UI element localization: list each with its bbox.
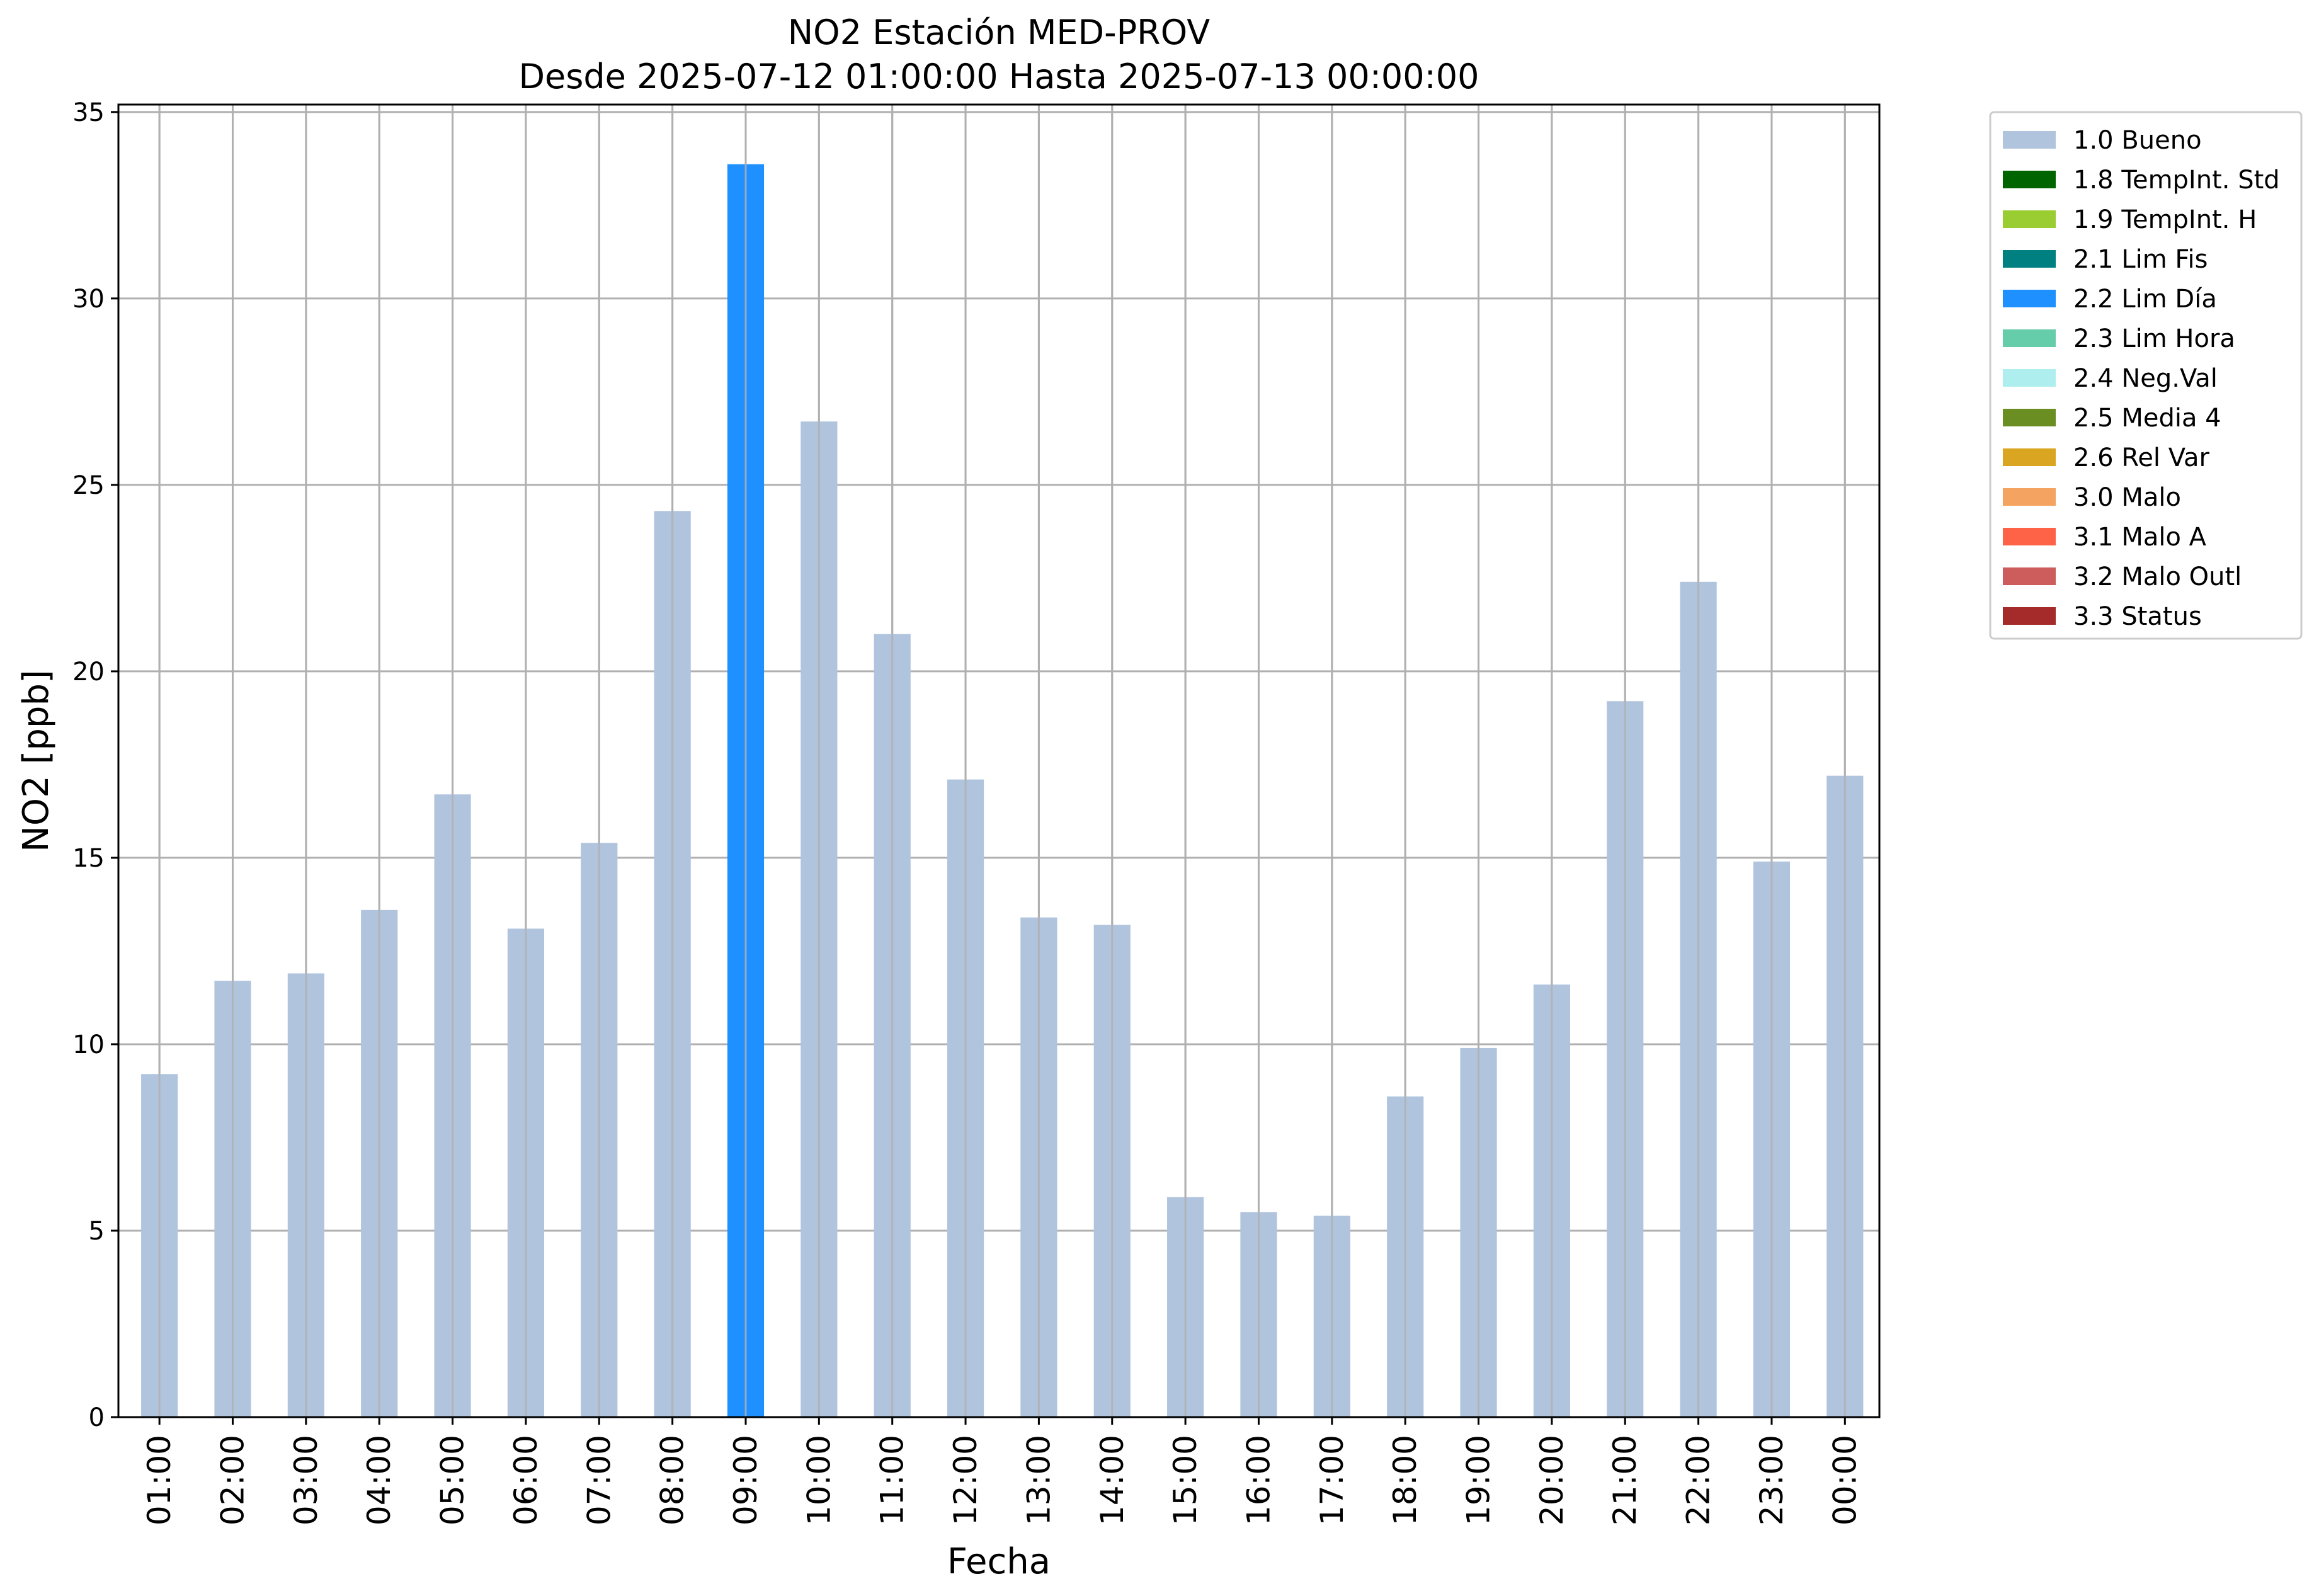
legend-label: 2.1 Lim Fis: [2073, 245, 2208, 274]
legend-swatch: [2003, 409, 2056, 426]
y-tick-label: 0: [89, 1403, 105, 1432]
legend-label: 1.9 TempInt. H: [2073, 205, 2257, 234]
legend-label: 3.2 Malo Outl: [2073, 562, 2242, 591]
legend-swatch: [2003, 250, 2056, 268]
x-tick-label: 02:00: [215, 1435, 251, 1525]
legend-label: 2.2 Lim Día: [2073, 285, 2217, 314]
plot-frame: [117, 103, 1881, 1418]
legend-swatch: [2003, 528, 2056, 545]
x-tick-label: 21:00: [1607, 1435, 1643, 1525]
x-tick-label: 20:00: [1534, 1435, 1570, 1525]
y-tick-label: 10: [72, 1030, 105, 1059]
chart-title: NO2 Estación MED-PROV: [788, 13, 1210, 52]
x-tick-label: 07:00: [581, 1435, 617, 1525]
x-tick-label: 23:00: [1753, 1435, 1790, 1525]
legend-swatch: [2003, 210, 2056, 228]
legend-swatch: [2003, 448, 2056, 466]
x-tick-label: 00:00: [1826, 1435, 1863, 1525]
legend-frame: [1989, 111, 2303, 640]
legend-label: 2.5 Media 4: [2073, 404, 2221, 433]
x-axis-ticks: 01:00 02:00 03:00 04:00 05:00 06:00 07:00 08:00…: [141, 1417, 1863, 1525]
y-tick-label: 5: [89, 1217, 105, 1246]
legend-label: 2.4 Neg.Val: [2073, 364, 2218, 393]
x-tick-label: 17:00: [1314, 1435, 1350, 1525]
legend-swatch: [2003, 329, 2056, 347]
x-tick-label: 14:00: [1094, 1435, 1131, 1525]
x-tick-label: 10:00: [801, 1435, 837, 1525]
legend-swatch: [2003, 607, 2056, 625]
legend-swatch: [2003, 488, 2056, 506]
y-tick-label: 35: [72, 98, 105, 127]
legend-label: 3.0 Malo: [2073, 483, 2181, 512]
legend-label: 1.8 TempInt. Std: [2073, 166, 2280, 195]
legend-label: 3.3 Status: [2073, 602, 2202, 631]
legend-swatch: [2003, 369, 2056, 387]
legend-label: 2.3 Lim Hora: [2073, 324, 2235, 353]
legend-swatch: [2003, 131, 2056, 149]
legend-swatch: [2003, 171, 2056, 188]
legend-label: 2.6 Rel Var: [2073, 443, 2210, 472]
legend-swatch: [2003, 567, 2056, 585]
legend-label: 1.0 Bueno: [2073, 126, 2202, 155]
legend-label: 3.1 Malo A: [2073, 523, 2207, 552]
x-tick-label: 18:00: [1387, 1435, 1423, 1525]
legend: 1.0 Bueno 1.8 TempInt. Std 1.9 TempInt. H 2…: [1989, 111, 2303, 640]
y-tick-label: 30: [72, 285, 105, 314]
x-tick-label: 19:00: [1461, 1435, 1497, 1525]
x-tick-label: 01:00: [141, 1435, 178, 1525]
x-tick-label: 22:00: [1680, 1435, 1717, 1525]
y-tick-label: 20: [72, 658, 105, 687]
y-tick-label: 15: [72, 844, 105, 873]
x-tick-label: 03:00: [288, 1435, 324, 1525]
x-tick-label: 12:00: [947, 1435, 984, 1525]
x-tick-label: 09:00: [727, 1435, 764, 1525]
x-tick-label: 15:00: [1167, 1435, 1204, 1525]
x-tick-label: 05:00: [435, 1435, 471, 1525]
y-tick-label: 25: [72, 471, 105, 500]
x-tick-label: 06:00: [508, 1435, 544, 1525]
legend-swatch: [2003, 290, 2056, 307]
x-axis-label: Fecha: [947, 1541, 1051, 1582]
x-tick-label: 04:00: [361, 1435, 397, 1525]
y-axis-label: NO2 [ppb]: [16, 670, 57, 852]
y-axis-ticks: 0 5 10 15 20 25 30 35: [72, 98, 118, 1432]
x-tick-label: 11:00: [874, 1435, 911, 1525]
bars: [141, 105, 1864, 1418]
chart-subtitle: Desde 2025-07-12 01:00:00 Hasta 2025-07-…: [518, 57, 1479, 96]
x-tick-label: 13:00: [1020, 1435, 1057, 1525]
x-tick-label: 16:00: [1240, 1435, 1277, 1525]
x-tick-label: 08:00: [654, 1435, 691, 1525]
